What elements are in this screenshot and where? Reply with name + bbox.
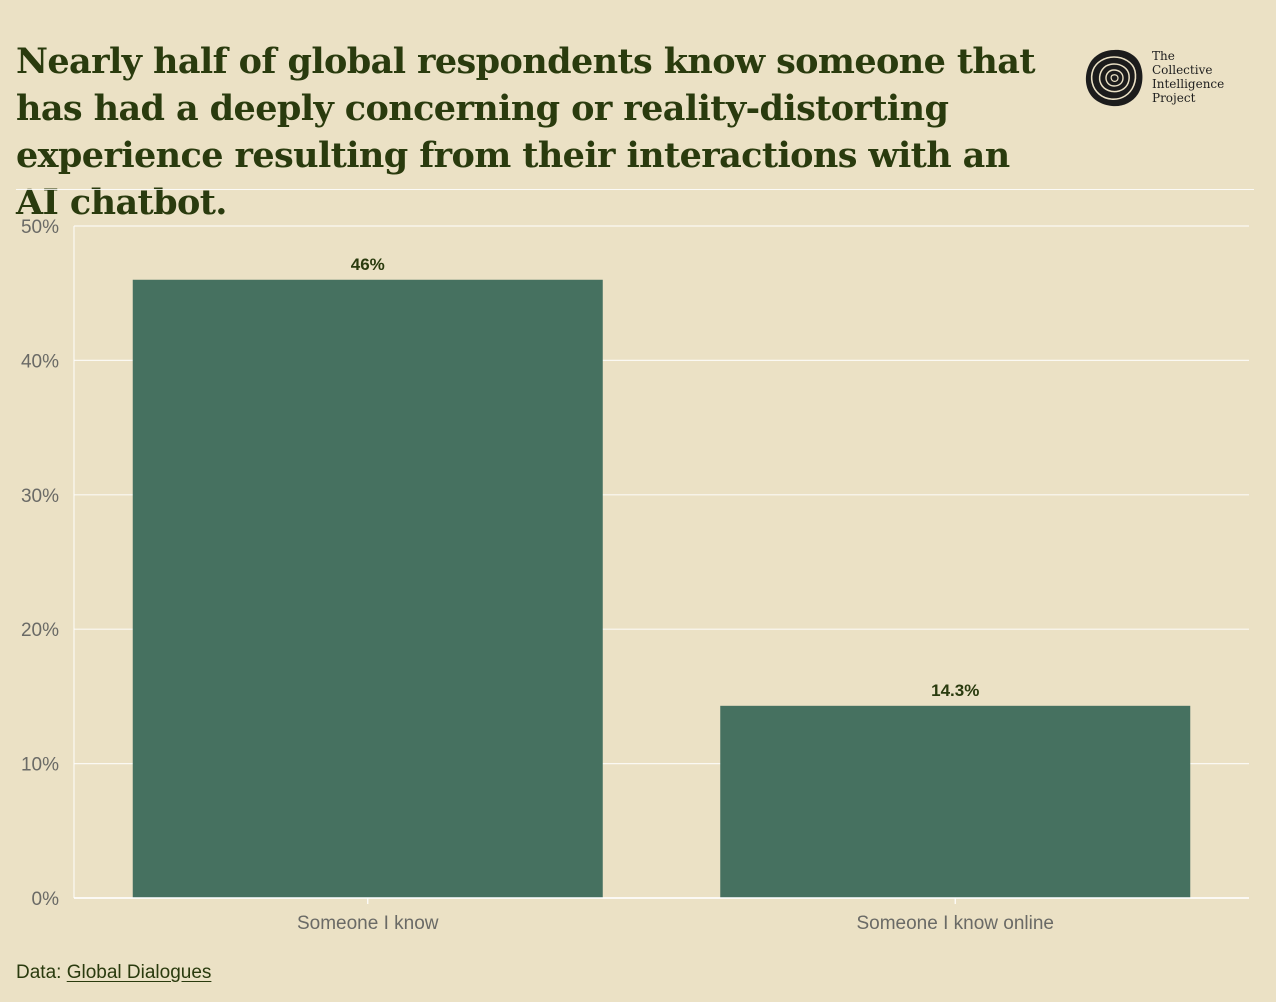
- y-tick-label: 20%: [21, 620, 59, 641]
- data-label: 46%: [351, 255, 385, 274]
- y-tick-label: 50%: [21, 217, 59, 238]
- bar[interactable]: [720, 705, 1191, 898]
- chart-title: Nearly half of global respondents know s…: [16, 41, 1036, 223]
- y-tick-label: 30%: [21, 486, 59, 507]
- logo-text-line: Intelligence: [1152, 77, 1225, 91]
- logo-text-line: Collective: [1152, 63, 1213, 77]
- y-tick-label: 0%: [32, 889, 60, 910]
- logo-wordmark: The Collective Intelligence Project: [1152, 49, 1224, 105]
- collective-intelligence-project-logo: The Collective Intelligence Project: [1084, 48, 1224, 108]
- tree-rings-icon: [1085, 49, 1143, 107]
- title-divider: [16, 189, 1254, 190]
- x-tick-label: Someone I know online: [856, 913, 1054, 934]
- y-tick-label: 10%: [21, 755, 59, 776]
- logo-text-line: The: [1152, 49, 1175, 63]
- data-source: Data: Global Dialogues: [16, 962, 211, 984]
- x-tick-label: Someone I know: [297, 913, 439, 934]
- data-label: 14.3%: [931, 681, 979, 700]
- y-tick-label: 40%: [21, 351, 59, 372]
- data-source-prefix: Data:: [16, 962, 62, 983]
- bar[interactable]: [132, 279, 603, 898]
- logo-text-line: Project: [1152, 91, 1196, 105]
- global-dialogues-link[interactable]: Global Dialogues: [66, 962, 212, 983]
